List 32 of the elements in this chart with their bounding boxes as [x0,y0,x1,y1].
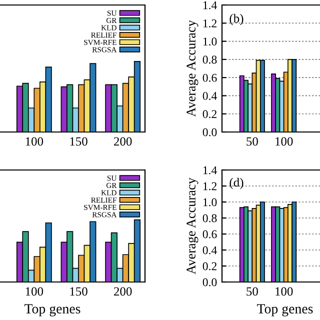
x-tick-label: 150 [70,287,88,296]
y-tick-label: 1.0 [203,198,217,206]
x-tick-label: 100 [276,287,293,296]
y-tick-label: 0.0 [202,278,217,286]
y-tick-label: 0.8 [202,214,217,222]
y-tick-label: 0.4 [202,246,217,254]
y-tick-label: 1.4 [203,1,217,10]
y-tick-label: 1.4 [203,166,217,174]
y-axis-title: Average Accuracy [186,178,198,274]
y-tick-label: 1.0 [203,38,217,46]
y-tick-label: 0.0 [202,128,217,136]
x-tick-label: 100 [26,137,44,146]
x-tick-label: 50 [246,137,258,146]
y-tick-label: 1.2 [203,19,216,28]
y-tick-label: 0.4 [202,92,217,100]
y-tick-label: 1.2 [203,182,216,190]
x-tick-label: 100 [26,287,44,296]
y-axis-title: Average Accuracy [186,20,198,117]
y-tick-label: 0.6 [202,230,217,238]
x-tick-label: 200 [114,137,132,146]
x-axis-title: Top genes [257,304,313,316]
annotation: (d) [230,178,244,190]
y-tick-label: 0.8 [202,56,217,64]
x-tick-label: 100 [276,137,293,146]
y-tick-label: 0.2 [202,262,216,270]
x-tick-label: 200 [114,287,132,296]
x-tick-label: 150 [70,137,88,146]
x-axis-title: Top genes [24,304,80,316]
y-tick-label: 0.6 [202,74,217,82]
x-tick-label: 50 [246,287,258,296]
y-tick-label: 0.2 [202,110,216,118]
annotation: (b) [230,14,244,26]
